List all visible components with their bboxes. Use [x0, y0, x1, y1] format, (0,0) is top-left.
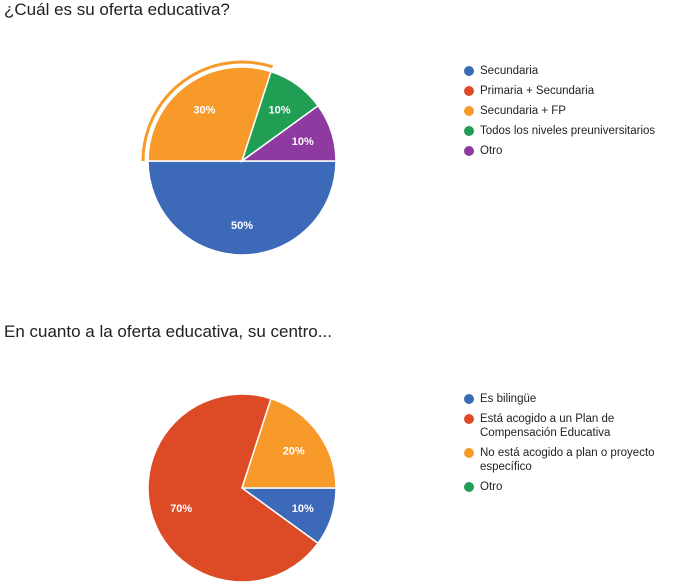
legend-swatch	[464, 86, 474, 96]
slice-value-label: 20%	[283, 445, 305, 457]
slice-value-label: 50%	[231, 220, 253, 232]
legend-label: Otro	[480, 145, 503, 157]
legend-swatch	[464, 448, 474, 458]
slice-value-label: 10%	[292, 503, 314, 515]
legend-item-es-biling-e[interactable]: Es bilingüe	[464, 392, 655, 406]
chart-title: ¿Cuál es su oferta educativa?	[4, 0, 230, 19]
pie-chart: 10% 70% 20%	[147, 393, 337, 583]
pie-chart: 50% 30% 10% 10%	[141, 60, 337, 256]
legend-item-primaria-secundaria[interactable]: Primaria + Secundaria	[464, 84, 655, 98]
legend-swatch	[464, 66, 474, 76]
legend-label: Secundaria	[480, 65, 539, 77]
legend-swatch	[464, 146, 474, 156]
legend-item-secundaria-fp[interactable]: Secundaria + FP	[464, 104, 655, 118]
legend-item-no-est-acogido-a-plan-o-proyecto-espec-fico[interactable]: No está acogido a plan o proyecto especí…	[464, 446, 655, 474]
slice-value-label: 10%	[269, 104, 291, 116]
legend-label: Está acogido a un Plan de Compensación E…	[480, 413, 615, 439]
legend-label: No está acogido a plan o proyecto especí…	[480, 447, 655, 473]
pie-slice-secundaria-fp[interactable]	[147, 66, 272, 162]
legend-item-otro[interactable]: Otro	[464, 480, 655, 494]
legend-swatch	[464, 414, 474, 424]
slice-value-label: 10%	[292, 136, 314, 148]
chart-legend: Secundaria Primaria + Secundaria Secundari…	[464, 64, 655, 164]
slice-value-label: 70%	[170, 503, 192, 515]
pie-slice-highlight	[141, 60, 274, 162]
chart-title: En cuanto a la oferta educativa, su cent…	[4, 322, 332, 341]
legend-swatch	[464, 394, 474, 404]
legend-item-todos-los-niveles-preuniversitarios[interactable]: Todos los niveles preuniversitarios	[464, 124, 655, 138]
pie-slice-no-est-acogido-a-plan-o-proyecto-espec-fico[interactable]	[240, 397, 337, 489]
pie-slice-est-acogido-a-un-plan-de-compensaci-n-educativa[interactable]	[147, 393, 320, 583]
legend-item-est-acogido-a-un-plan-de-compensaci-n-educativa[interactable]: Está acogido a un Plan de Compensación E…	[464, 412, 655, 440]
legend-label: Es bilingüe	[480, 393, 537, 405]
legend-swatch	[464, 126, 474, 136]
legend-item-otro[interactable]: Otro	[464, 144, 655, 158]
chart-oferta-educativa: ¿Cuál es su oferta educativa? 50% 30% 10% 1…	[0, 0, 680, 290]
chart-centro: En cuanto a la oferta educativa, su cent…	[0, 322, 680, 584]
legend-label: Otro	[480, 481, 503, 493]
pie-slice-otro[interactable]	[239, 104, 337, 162]
legend-label: Todos los niveles preuniversitarios	[480, 125, 656, 137]
legend-item-secundaria[interactable]: Secundaria	[464, 64, 655, 78]
chart-legend: Es bilingüe Está acogido a un Plan de Com…	[464, 392, 655, 500]
legend-label: Primaria + Secundaria	[480, 85, 595, 97]
slice-value-label: 30%	[193, 104, 215, 116]
legend-label: Secundaria + FP	[480, 105, 566, 117]
legend-swatch	[464, 482, 474, 492]
legend-swatch	[464, 106, 474, 116]
pie-slice-secundaria[interactable]	[147, 160, 337, 256]
